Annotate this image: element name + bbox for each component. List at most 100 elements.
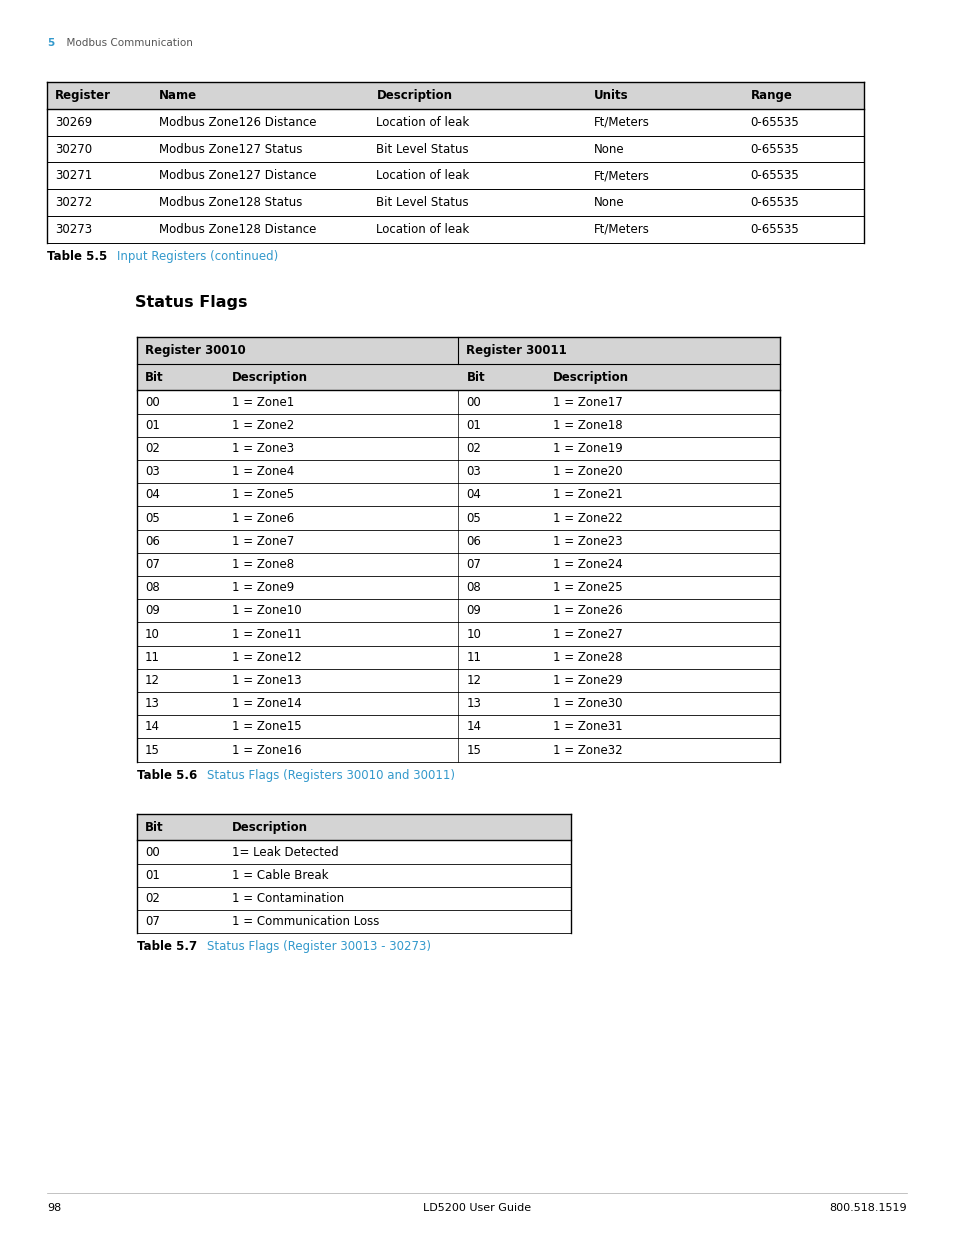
- Text: Modbus Communication: Modbus Communication: [60, 38, 193, 48]
- Text: Description: Description: [232, 820, 308, 834]
- Text: Location of leak: Location of leak: [376, 169, 469, 183]
- Text: Range: Range: [750, 89, 792, 103]
- Text: 30272: 30272: [55, 196, 92, 209]
- Bar: [137, 599, 780, 622]
- Text: 00: 00: [145, 395, 159, 409]
- Text: 5: 5: [47, 38, 54, 48]
- Bar: [137, 910, 571, 934]
- Text: 04: 04: [145, 488, 160, 501]
- Text: 12: 12: [466, 674, 481, 687]
- Text: 1 = Zone32: 1 = Zone32: [553, 743, 622, 757]
- Bar: [137, 622, 780, 646]
- Text: None: None: [594, 142, 624, 156]
- Text: 0-65535: 0-65535: [750, 222, 799, 236]
- Text: Input Registers (continued): Input Registers (continued): [102, 249, 278, 263]
- Text: Modbus Zone128 Status: Modbus Zone128 Status: [159, 196, 302, 209]
- Text: 0-65535: 0-65535: [750, 169, 799, 183]
- Text: 0-65535: 0-65535: [750, 142, 799, 156]
- Text: 15: 15: [145, 743, 160, 757]
- Text: 0-65535: 0-65535: [750, 116, 799, 128]
- Bar: [137, 414, 780, 437]
- Text: 1 = Zone16: 1 = Zone16: [232, 743, 301, 757]
- Text: 1 = Zone24: 1 = Zone24: [553, 558, 622, 571]
- Text: 00: 00: [145, 846, 159, 858]
- Text: 01: 01: [145, 419, 160, 432]
- Text: None: None: [594, 196, 624, 209]
- Text: 11: 11: [145, 651, 160, 663]
- Bar: [137, 669, 780, 692]
- Text: 1 = Zone21: 1 = Zone21: [553, 488, 622, 501]
- Text: Status Flags (Register 30013 - 30273): Status Flags (Register 30013 - 30273): [192, 940, 431, 953]
- Text: 02: 02: [145, 442, 160, 454]
- Text: 09: 09: [466, 604, 481, 618]
- Bar: [137, 576, 780, 599]
- Text: 1 = Zone3: 1 = Zone3: [232, 442, 294, 454]
- Text: 1 = Zone29: 1 = Zone29: [553, 674, 622, 687]
- Bar: [137, 459, 780, 483]
- Text: 1 = Communication Loss: 1 = Communication Loss: [232, 915, 378, 927]
- Bar: [137, 692, 780, 715]
- Text: 01: 01: [145, 868, 160, 882]
- Text: 1 = Cable Break: 1 = Cable Break: [232, 868, 328, 882]
- Text: Status Flags: Status Flags: [135, 295, 247, 310]
- Bar: [137, 506, 780, 530]
- Text: 1 = Zone25: 1 = Zone25: [553, 582, 622, 594]
- Text: 07: 07: [466, 558, 481, 571]
- Text: 02: 02: [466, 442, 481, 454]
- Text: 04: 04: [466, 488, 481, 501]
- Text: 06: 06: [145, 535, 160, 547]
- Text: Modbus Zone127 Status: Modbus Zone127 Status: [159, 142, 302, 156]
- Text: Bit Level Status: Bit Level Status: [376, 196, 469, 209]
- Text: 05: 05: [466, 511, 480, 525]
- Bar: [47, 216, 862, 243]
- Text: Description: Description: [376, 89, 452, 103]
- Text: 1 = Zone23: 1 = Zone23: [553, 535, 622, 547]
- Text: Table 5.7: Table 5.7: [137, 940, 197, 953]
- Text: 1 = Zone13: 1 = Zone13: [232, 674, 301, 687]
- Bar: [47, 189, 862, 216]
- Text: 1 = Zone4: 1 = Zone4: [232, 466, 294, 478]
- Text: Modbus Zone126 Distance: Modbus Zone126 Distance: [159, 116, 316, 128]
- Text: Location of leak: Location of leak: [376, 222, 469, 236]
- Text: 1 = Zone1: 1 = Zone1: [232, 395, 294, 409]
- Text: 1 = Zone30: 1 = Zone30: [553, 697, 622, 710]
- Text: 1 = Zone14: 1 = Zone14: [232, 697, 301, 710]
- Bar: [137, 530, 780, 553]
- Text: Bit: Bit: [145, 820, 164, 834]
- Text: Modbus Zone128 Distance: Modbus Zone128 Distance: [159, 222, 316, 236]
- Text: 1 = Zone15: 1 = Zone15: [232, 720, 301, 734]
- Text: 1 = Zone17: 1 = Zone17: [553, 395, 622, 409]
- Text: Ft/Meters: Ft/Meters: [594, 222, 649, 236]
- Bar: [137, 337, 780, 363]
- Text: 07: 07: [145, 915, 160, 927]
- Text: 1 = Zone20: 1 = Zone20: [553, 466, 622, 478]
- Text: 1 = Zone8: 1 = Zone8: [232, 558, 294, 571]
- Text: Description: Description: [553, 370, 629, 384]
- Text: 1 = Zone11: 1 = Zone11: [232, 627, 301, 641]
- Text: 09: 09: [145, 604, 160, 618]
- Text: 15: 15: [466, 743, 481, 757]
- Text: Ft/Meters: Ft/Meters: [594, 169, 649, 183]
- Bar: [137, 390, 780, 414]
- Bar: [137, 814, 571, 840]
- Text: 14: 14: [466, 720, 481, 734]
- Text: 07: 07: [145, 558, 160, 571]
- Text: 1 = Zone19: 1 = Zone19: [553, 442, 622, 454]
- Text: Modbus Zone127 Distance: Modbus Zone127 Distance: [159, 169, 316, 183]
- Text: 14: 14: [145, 720, 160, 734]
- Text: Bit Level Status: Bit Level Status: [376, 142, 469, 156]
- Text: Bit: Bit: [466, 370, 485, 384]
- Text: 98: 98: [47, 1203, 61, 1213]
- Text: 1 = Contamination: 1 = Contamination: [232, 892, 344, 905]
- Text: 1 = Zone26: 1 = Zone26: [553, 604, 622, 618]
- Text: 1 = Zone7: 1 = Zone7: [232, 535, 294, 547]
- Text: 1 = Zone28: 1 = Zone28: [553, 651, 622, 663]
- Bar: [137, 863, 571, 887]
- Text: Units: Units: [594, 89, 628, 103]
- Text: 800.518.1519: 800.518.1519: [828, 1203, 906, 1213]
- Text: 13: 13: [466, 697, 481, 710]
- Text: 13: 13: [145, 697, 160, 710]
- Text: Register 30010: Register 30010: [145, 343, 246, 357]
- Text: Register 30011: Register 30011: [466, 343, 567, 357]
- Text: 1 = Zone31: 1 = Zone31: [553, 720, 622, 734]
